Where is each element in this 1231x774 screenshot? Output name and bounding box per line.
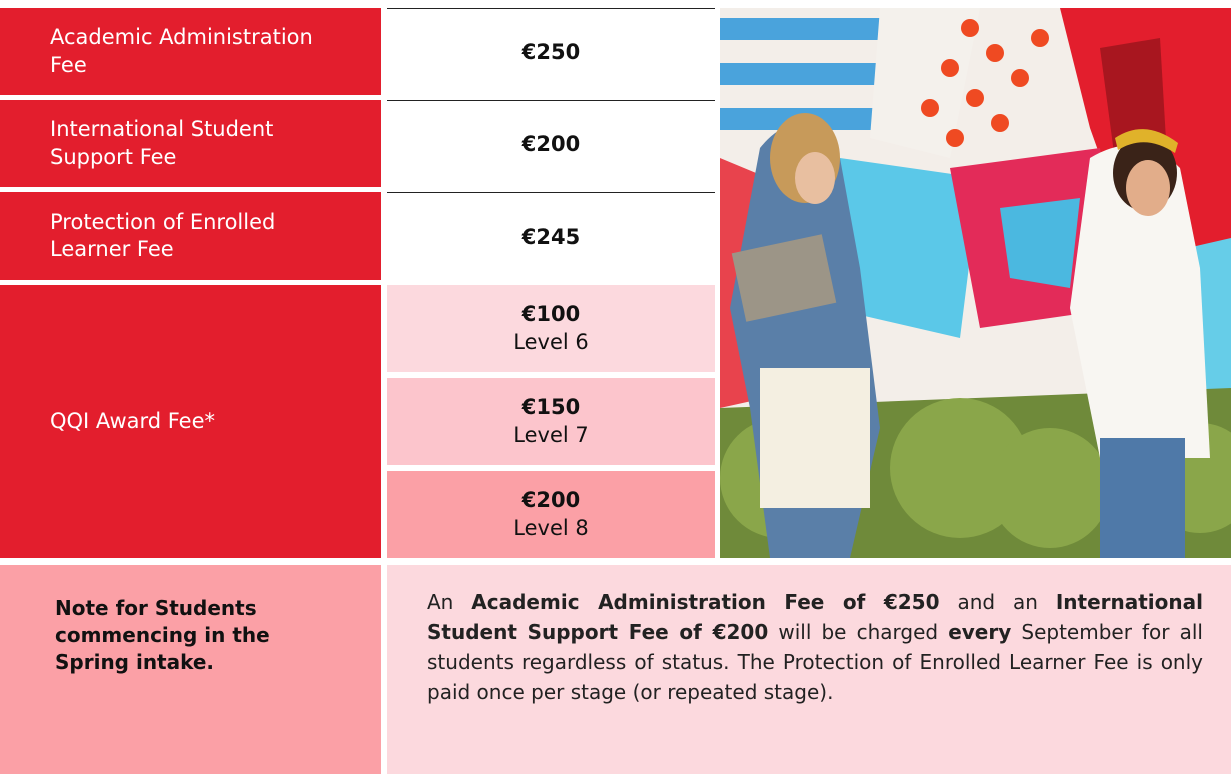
fee-label: Protection of Enrolled Learner Fee	[0, 192, 381, 280]
note-segment: Academic Administration Fee of €250	[471, 590, 940, 614]
fee-label: International Student Support Fee	[0, 100, 381, 187]
fee-label: QQI Award Fee*	[0, 285, 381, 558]
level-amount: €100	[521, 302, 581, 327]
level-cell: €150 Level 7	[387, 378, 715, 465]
fee-amount: €245	[387, 192, 715, 280]
level-amount: €200	[521, 488, 581, 513]
note-segment: and an	[939, 590, 1056, 614]
note-segment: will be charged	[768, 620, 949, 644]
level-name: Level 6	[513, 329, 589, 354]
photo	[720, 8, 1231, 558]
note-segment: An	[427, 590, 472, 614]
level-amount: €150	[521, 395, 581, 420]
note-segment: every	[948, 620, 1012, 644]
note-title: Note for Students commencing in the Spri…	[0, 565, 381, 774]
note-text: An Academic Administration Fee of €250 a…	[387, 565, 1231, 774]
level-name: Level 7	[513, 422, 589, 447]
note-segment: September for all students regardless of…	[427, 620, 1203, 704]
note-segment: International Student Support Fee of €20…	[427, 590, 1203, 644]
fee-label: Academic Administration Fee	[0, 8, 381, 95]
level-name: Level 8	[513, 515, 589, 540]
level-cell: €200 Level 8	[387, 471, 715, 558]
fee-amount: €200	[387, 100, 715, 187]
level-cell: €100 Level 6	[387, 285, 715, 372]
fee-amount: €250	[387, 8, 715, 95]
